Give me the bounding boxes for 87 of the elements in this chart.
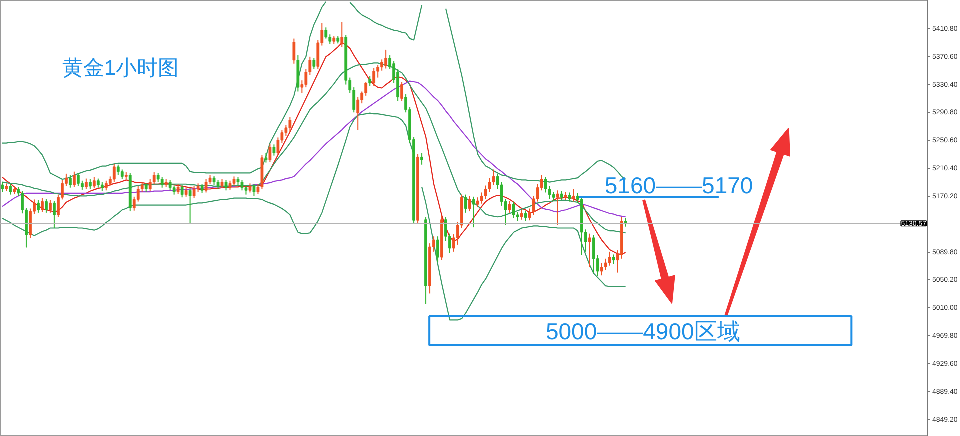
candlestick	[192, 186, 196, 199]
candlestick	[356, 96, 360, 131]
candlestick	[524, 210, 528, 222]
candlestick	[188, 188, 192, 224]
candlestick	[288, 117, 292, 133]
candlestick	[328, 34, 332, 45]
candlestick	[556, 190, 560, 226]
candlestick	[112, 164, 116, 183]
candlestick	[240, 180, 244, 192]
candlestick	[492, 169, 496, 186]
candlestick	[9, 184, 12, 196]
annotation: 5000——4900区域	[546, 318, 740, 344]
text: 黄金1小时图	[62, 57, 180, 80]
candlestick	[468, 196, 472, 212]
candlestick	[480, 192, 484, 204]
candlestick	[232, 176, 236, 186]
candlestick	[600, 262, 604, 276]
candlestick	[216, 180, 220, 190]
candlestick	[512, 201, 516, 219]
candlestick	[72, 171, 76, 188]
candlestick	[184, 187, 188, 198]
candlestick	[45, 198, 48, 214]
candlestick	[92, 176, 96, 190]
candlestick	[608, 251, 612, 266]
candlestick	[508, 200, 512, 214]
candlestick	[76, 172, 80, 187]
candlestick	[224, 180, 228, 192]
candlestick	[552, 192, 556, 202]
candlestick	[144, 182, 148, 193]
candlestick	[244, 185, 248, 196]
candlestick	[204, 178, 208, 194]
candlestick	[88, 178, 92, 190]
candlestick	[340, 22, 344, 48]
candlestick	[180, 184, 184, 198]
candlestick	[212, 176, 216, 186]
candlestick	[148, 178, 152, 192]
candlestick	[268, 143, 272, 163]
candlestick	[248, 183, 252, 194]
candlestick	[84, 178, 88, 190]
candlestick	[476, 197, 480, 208]
candlestick	[368, 76, 372, 87]
candlestick	[312, 58, 316, 70]
candlestick	[168, 180, 172, 192]
candlestick	[292, 38, 296, 64]
candlestick	[68, 174, 72, 188]
candlestick	[100, 182, 104, 192]
candlestick	[176, 184, 180, 195]
candlestick	[156, 172, 160, 183]
candlestick	[592, 234, 596, 274]
candlestick	[1, 182, 4, 193]
candlestick	[488, 178, 492, 193]
candlestick	[572, 188, 576, 202]
candlestick	[264, 152, 268, 164]
candlestick	[384, 49, 388, 70]
candlestick	[120, 169, 124, 180]
candlestick	[520, 210, 524, 220]
candlestick	[96, 178, 100, 188]
candlestick	[228, 180, 232, 190]
candlestick	[544, 176, 548, 194]
candlestick	[52, 200, 56, 229]
candlestick	[400, 81, 404, 102]
candlestick	[37, 200, 40, 214]
candlestick	[472, 196, 476, 228]
candlestick	[272, 144, 276, 156]
candlestick	[41, 198, 44, 213]
candlestick	[420, 152, 424, 166]
candlestick	[380, 59, 384, 72]
candlestick	[604, 258, 608, 271]
annotation: 5160——5170	[604, 172, 754, 198]
candlestick	[116, 164, 120, 176]
candlestick	[200, 184, 204, 194]
candlestick	[484, 185, 488, 200]
candlestick	[436, 236, 440, 263]
candlestick	[364, 81, 368, 96]
candlestick	[588, 233, 592, 268]
candlestick	[220, 178, 224, 190]
candlestick	[252, 184, 256, 197]
candlestick	[160, 176, 164, 188]
candlestick	[464, 194, 468, 214]
candlestick	[560, 190, 564, 201]
candlestick	[324, 27, 328, 40]
candlestick	[372, 68, 376, 87]
candlestick	[568, 192, 572, 202]
candlestick	[48, 200, 52, 214]
candlestick	[104, 180, 108, 192]
candlestick	[172, 185, 176, 196]
candlestick	[612, 254, 616, 265]
